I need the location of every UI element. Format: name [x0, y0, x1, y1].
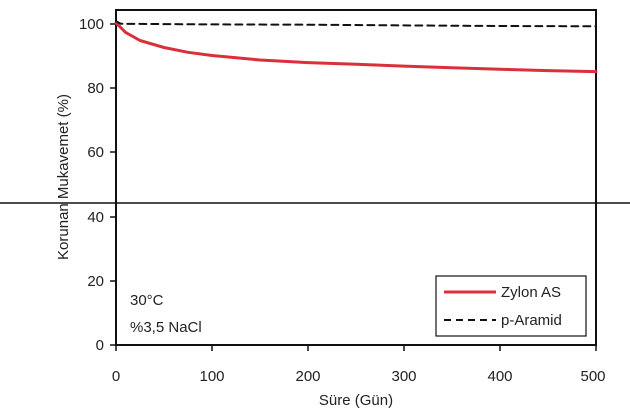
x-tick-label: 0 — [112, 368, 120, 385]
y-tick-label: 80 — [87, 80, 104, 97]
x-tick-label: 100 — [199, 368, 224, 385]
y-ticks: 0 20 40 60 80 100 — [79, 16, 116, 354]
x-tick-label: 400 — [487, 368, 512, 385]
solution-annotation: %3,5 NaCl — [130, 319, 202, 336]
y-tick-label: 20 — [87, 273, 104, 290]
y-tick-label: 0 — [96, 337, 104, 354]
y-tick-label: 40 — [87, 209, 104, 226]
legend-box — [435, 275, 587, 337]
legend-label-aramid: p-Aramid — [501, 312, 562, 329]
series-layer — [114, 20, 598, 74]
x-axis-label: Süre (Gün) — [319, 392, 393, 409]
x-tick-label: 200 — [295, 368, 320, 385]
y-tick-label: 60 — [87, 144, 104, 161]
x-tick-label: 500 — [580, 368, 605, 385]
series-line-zylon-as — [114, 21, 598, 74]
legend: Zylon AS p-Aramid — [435, 275, 587, 337]
legend-label-zylon: Zylon AS — [501, 284, 561, 301]
x-tick-label: 300 — [391, 368, 416, 385]
temperature-annotation: 30°C — [130, 292, 164, 309]
series-line-p-aramid — [115, 20, 597, 28]
y-axis-label: Korunan Mukavemet (%) — [55, 94, 72, 260]
y-tick-label: 100 — [79, 16, 104, 33]
x-ticks: 0 100 200 300 400 500 — [112, 345, 606, 385]
